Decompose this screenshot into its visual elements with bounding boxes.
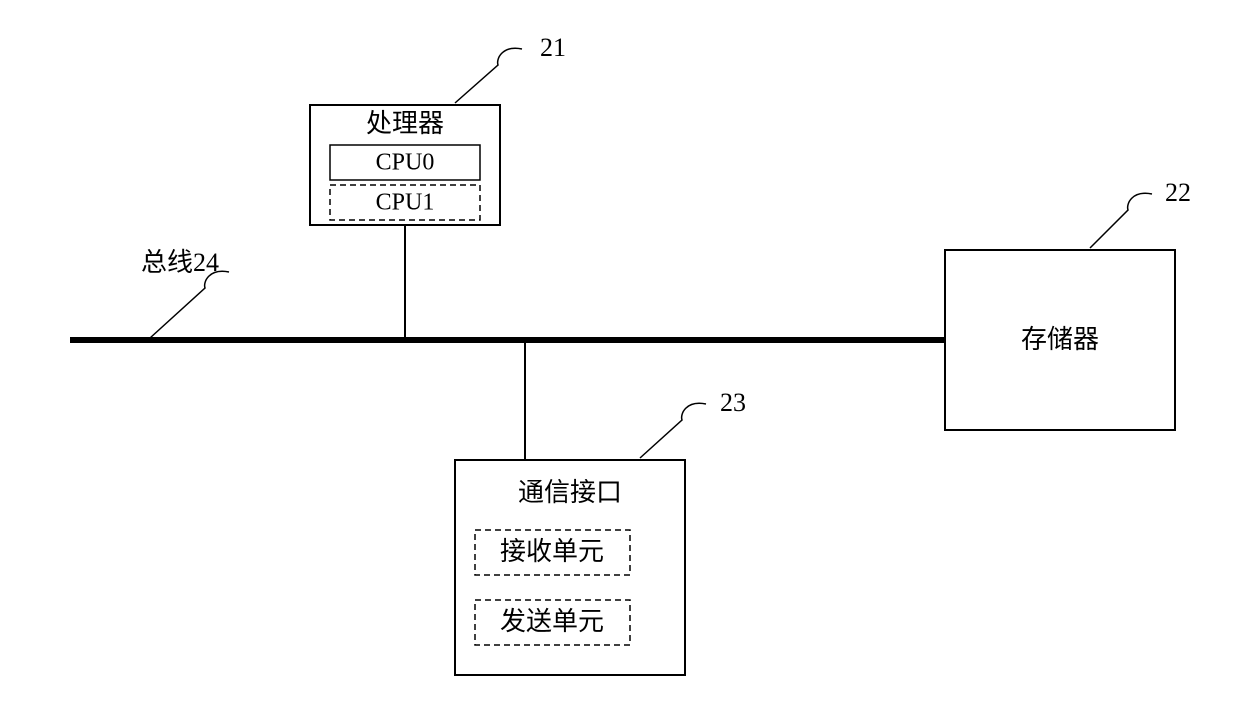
cpu0-label: CPU0: [376, 150, 435, 176]
processor-title: 处理器: [366, 109, 444, 138]
comm-title: 通信接口: [518, 478, 622, 507]
comm-ref-num: 23: [720, 388, 746, 417]
memory-title: 存储器: [1021, 325, 1099, 354]
memory-ref-num: 22: [1165, 178, 1191, 207]
memory-leader: [1090, 193, 1152, 248]
cpu1-label: CPU1: [376, 190, 435, 216]
processor-ref-num: 21: [540, 33, 566, 62]
comm-leader: [640, 403, 706, 458]
processor-leader: [455, 48, 522, 103]
diagram-canvas: 总线24 处理器 CPU0 CPU1 21 存储器 22 通信接口 接收单元 发…: [0, 0, 1240, 709]
bus-label: 总线24: [141, 248, 219, 277]
receive-unit-label: 接收单元: [500, 537, 604, 566]
bus-leader: [150, 271, 229, 338]
send-unit-label: 发送单元: [500, 607, 604, 636]
